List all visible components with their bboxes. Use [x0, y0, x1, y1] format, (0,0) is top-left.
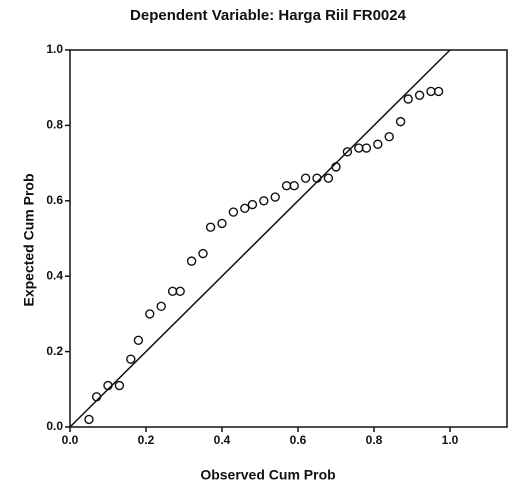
point [433, 86, 444, 97]
point [217, 218, 227, 229]
x-tick-label: 0.6 [290, 433, 307, 447]
x-tick-label: 0.8 [366, 433, 383, 447]
point [175, 286, 185, 296]
y-tick-label: 0.0 [46, 419, 63, 433]
x-axis-title: Observed Cum Prob [200, 467, 335, 483]
point [84, 414, 94, 425]
point [247, 199, 258, 210]
point [331, 162, 341, 172]
reference-line [69, 49, 451, 428]
point [103, 380, 113, 391]
point [205, 222, 216, 232]
point [133, 335, 144, 345]
point [426, 86, 436, 97]
y-tick-label: 0.4 [46, 268, 63, 282]
x-tick-label: 1.0 [442, 433, 459, 447]
point [281, 181, 292, 191]
point [91, 392, 102, 402]
point [228, 207, 239, 217]
point [312, 173, 322, 183]
x-tick-label: 0.0 [62, 433, 79, 447]
point [384, 132, 394, 142]
y-tick-label: 0.6 [46, 193, 63, 207]
point [373, 139, 383, 149]
point [156, 301, 166, 312]
point [145, 309, 155, 319]
point [289, 181, 299, 191]
y-tick-label: 1.0 [46, 42, 63, 56]
point [198, 248, 208, 259]
point [259, 196, 269, 206]
x-tick-label: 0.4 [214, 433, 231, 447]
point [270, 192, 280, 202]
point [361, 143, 372, 153]
point [354, 143, 364, 153]
y-tick-label: 0.8 [46, 118, 63, 132]
point [323, 173, 334, 183]
point [300, 173, 311, 183]
point [395, 116, 406, 127]
point [126, 354, 136, 364]
chart-title: Dependent Variable: Harga Riil FR0024 [130, 7, 407, 24]
point [186, 256, 197, 266]
point [403, 94, 413, 104]
point [342, 147, 353, 157]
y-tick-label: 0.2 [46, 344, 63, 358]
point [414, 90, 425, 100]
point [240, 203, 250, 214]
plot-frame [69, 49, 508, 428]
point [167, 286, 178, 296]
point [114, 380, 125, 391]
x-tick-label: 0.2 [138, 433, 155, 447]
y-axis-title: Expected Cum Prob [21, 173, 37, 306]
